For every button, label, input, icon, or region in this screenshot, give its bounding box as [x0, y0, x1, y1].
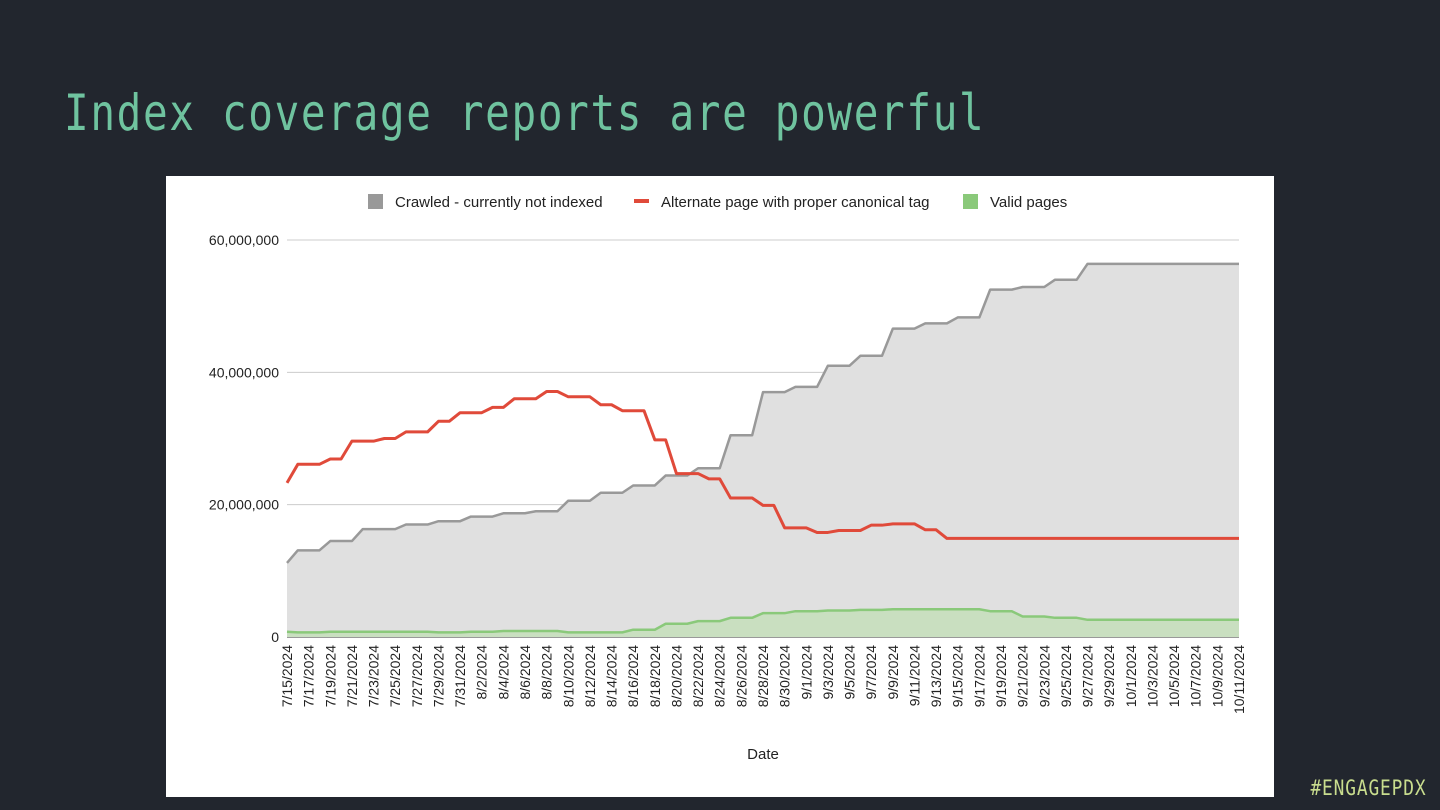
legend-label: Valid pages: [990, 194, 1067, 211]
x-tick-label: 7/15/2024: [279, 645, 295, 707]
x-tick-label: 7/21/2024: [344, 645, 360, 707]
x-tick-label: 8/30/2024: [777, 645, 793, 707]
x-tick-label: 10/1/2024: [1123, 645, 1139, 707]
chart-card: 0 20,000,000 40,000,000 60,000,000 7/15/202…: [166, 176, 1274, 797]
x-tick-label: 10/5/2024: [1166, 645, 1182, 707]
x-tick-label: 9/25/2024: [1058, 645, 1074, 707]
x-tick-label: 8/26/2024: [733, 645, 749, 707]
legend-swatch: [963, 194, 978, 209]
legend-label: Crawled - currently not indexed: [395, 194, 603, 211]
y-axis: 0 20,000,000 40,000,000 60,000,000: [209, 232, 279, 645]
x-tick-label: 9/3/2024: [820, 645, 836, 700]
x-tick-label: 9/7/2024: [863, 645, 879, 700]
x-axis: 7/15/2024 7/17/2024 7/19/2024 7/21/2024 7/23…: [279, 645, 1247, 714]
x-tick-label: 9/11/2024: [906, 645, 922, 706]
x-tick-label: 7/23/2024: [366, 645, 382, 707]
y-tick-label: 0: [271, 629, 279, 645]
index-coverage-chart: 0 20,000,000 40,000,000 60,000,000 7/15/202…: [209, 194, 1247, 763]
legend-label: Alternate page with proper canonical tag: [661, 194, 930, 211]
x-tick-label: 10/7/2024: [1188, 645, 1204, 707]
x-tick-label: 9/29/2024: [1101, 645, 1117, 707]
x-tick-label: 8/12/2024: [582, 645, 598, 707]
y-tick-label: 60,000,000: [209, 232, 279, 248]
y-tick-label: 20,000,000: [209, 497, 279, 513]
series-line-1: [285, 390, 1239, 540]
x-tick-label: 9/5/2024: [842, 645, 858, 700]
x-tick-label: 7/25/2024: [387, 645, 403, 707]
series-area-0: [287, 263, 1239, 637]
series-areas: [287, 263, 1239, 637]
x-tick-label: 9/23/2024: [1036, 645, 1052, 707]
x-tick-label: 8/16/2024: [625, 645, 641, 707]
x-tick-label: 8/28/2024: [755, 645, 771, 707]
x-tick-label: 10/11/2024: [1231, 645, 1247, 714]
x-tick-label: 8/22/2024: [690, 645, 706, 707]
x-tick-label: 9/15/2024: [950, 645, 966, 707]
x-tick-label: 8/2/2024: [474, 645, 490, 700]
x-tick-label: 7/19/2024: [322, 645, 338, 707]
x-tick-label: 8/10/2024: [560, 645, 576, 707]
x-tick-label: 8/18/2024: [647, 645, 663, 707]
series-line-0: [286, 262, 1239, 564]
y-tick-label: 40,000,000: [209, 364, 279, 380]
event-hashtag: #ENGAGEPDX: [1310, 776, 1426, 800]
x-tick-label: 8/6/2024: [517, 645, 533, 700]
x-tick-label: 9/17/2024: [971, 645, 987, 707]
series-line-2: [286, 607, 1239, 634]
x-tick-label: 10/3/2024: [1144, 645, 1160, 707]
x-tick-label: 8/24/2024: [712, 645, 728, 707]
x-tick-label: 9/19/2024: [993, 645, 1009, 707]
x-tick-label: 8/20/2024: [668, 645, 684, 707]
x-tick-label: 9/1/2024: [798, 645, 814, 700]
legend-swatch: [368, 194, 383, 209]
series-area-2: [287, 609, 1239, 637]
legend: Crawled - currently not indexed Alternate…: [368, 194, 1067, 211]
x-tick-label: 7/29/2024: [430, 645, 446, 707]
x-tick-label: 9/21/2024: [1015, 645, 1031, 707]
x-tick-label: 9/27/2024: [1080, 645, 1096, 707]
x-tick-label: 8/14/2024: [604, 645, 620, 707]
x-tick-label: 9/13/2024: [928, 645, 944, 707]
x-tick-label: 9/9/2024: [885, 645, 901, 700]
legend-swatch: [634, 199, 649, 203]
x-tick-label: 7/27/2024: [409, 645, 425, 707]
x-axis-title: Date: [747, 746, 779, 763]
x-tick-label: 8/4/2024: [495, 645, 511, 700]
page-title: Index coverage reports are powerful: [64, 84, 986, 142]
x-tick-label: 8/8/2024: [539, 645, 555, 700]
x-tick-label: 10/9/2024: [1209, 645, 1225, 707]
series-lines: [285, 262, 1239, 634]
x-tick-label: 7/17/2024: [301, 645, 317, 707]
x-tick-label: 7/31/2024: [452, 645, 468, 707]
